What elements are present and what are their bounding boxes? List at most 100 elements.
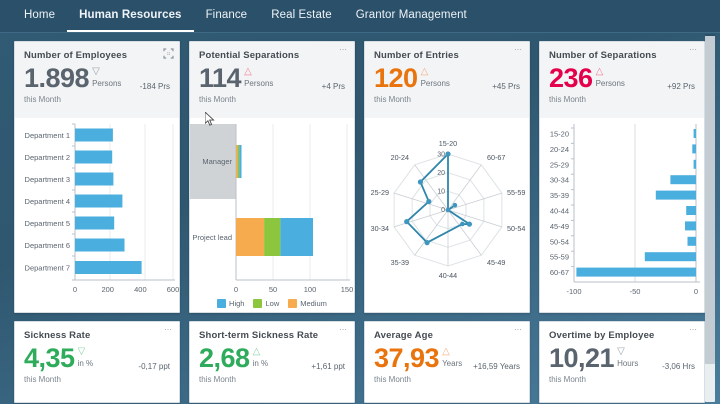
overflow-menu-icon[interactable]: ⋯ <box>514 325 523 334</box>
card-overtime-by-employee[interactable]: ⋯ Overtime by Employee 10,21 ▽ Hours -3,… <box>539 321 705 403</box>
card-header: Number of Separations 236 △ Persons +92 … <box>540 42 704 118</box>
svg-text:50: 50 <box>269 285 277 294</box>
kpi-value: 114 <box>199 63 242 93</box>
svg-text:Department 7: Department 7 <box>25 264 70 273</box>
kpi-unit: Persons <box>595 79 625 88</box>
kpi-delta: +92 Prs <box>667 81 695 91</box>
kpi-trend-block: △ in % <box>252 346 269 369</box>
svg-text:15-20: 15-20 <box>550 130 569 139</box>
svg-text:0: 0 <box>234 285 238 294</box>
svg-text:40-44: 40-44 <box>439 271 457 280</box>
kpi-period: this Month <box>549 94 586 104</box>
kpi-trend-block: △ Persons <box>420 66 450 89</box>
kpi-row: 236 △ Persons +92 Prs <box>549 65 695 92</box>
top-navigation-bar: Home Human Resources Finance Real Estate… <box>0 0 720 33</box>
card-short-term-sickness-rate[interactable]: ⋯ Short-term Sickness Rate 2,68 △ in % +… <box>189 321 355 403</box>
svg-text:30: 30 <box>437 152 445 159</box>
expand-icon[interactable] <box>163 46 174 59</box>
kpi-delta: +45 Prs <box>492 81 520 91</box>
nav-item-grantor-management[interactable]: Grantor Management <box>344 0 479 32</box>
trend-up-icon: △ <box>244 66 252 77</box>
kpi-delta: +1,61 ppt <box>311 361 345 371</box>
kpi-delta: -184 Prs <box>139 81 170 91</box>
card-header: Overtime by Employee 10,21 ▽ Hours -3,06… <box>540 322 704 402</box>
kpi-unit: Persons <box>244 79 274 88</box>
svg-text:35-39: 35-39 <box>550 191 569 200</box>
card-title: Number of Separations <box>549 50 657 61</box>
legend-swatch-medium <box>288 299 298 308</box>
svg-text:Department 2: Department 2 <box>25 153 70 162</box>
card-header: Short-term Sickness Rate 2,68 △ in % +1,… <box>190 322 354 402</box>
kpi-value: 2,68 <box>199 343 250 373</box>
svg-text:35-39: 35-39 <box>391 258 409 267</box>
kpi-trend-block: △ Persons <box>244 66 274 89</box>
kpi-trend-block: △ Years <box>442 346 463 369</box>
svg-text:Manager: Manager <box>202 157 232 166</box>
svg-text:50-54: 50-54 <box>507 224 525 233</box>
legend-item-medium[interactable]: Medium <box>288 299 327 308</box>
svg-text:30-34: 30-34 <box>550 176 569 185</box>
overflow-menu-icon[interactable]: ⋯ <box>339 325 348 334</box>
vertical-scrollbar-track[interactable] <box>705 34 715 402</box>
svg-text:60-67: 60-67 <box>550 268 569 277</box>
svg-text:0: 0 <box>73 285 77 294</box>
legend-swatch-low <box>253 299 263 308</box>
legend-item-low[interactable]: Low <box>253 299 279 308</box>
trend-up-icon: △ <box>595 66 604 77</box>
card-number-of-employees[interactable]: Number of Employees 1.898 ▽ Persons -184… <box>14 41 180 313</box>
overflow-menu-icon[interactable]: ⋯ <box>339 45 348 54</box>
kpi-period: this Month <box>374 374 411 384</box>
card-number-of-separations[interactable]: ⋯ Number of Separations 236 △ Persons +9… <box>539 41 705 313</box>
kpi-unit: in % <box>252 359 269 368</box>
card-title: Short-term Sickness Rate <box>199 330 319 341</box>
vertical-scrollbar-thumb[interactable] <box>705 34 715 364</box>
kpi-value: 37,93 <box>374 343 440 373</box>
kpi-period: this Month <box>199 374 236 384</box>
nav-item-home[interactable]: Home <box>12 0 67 32</box>
svg-text:55-59: 55-59 <box>507 188 525 197</box>
card-title: Number of Entries <box>374 50 459 61</box>
nav-item-label: Grantor Management <box>355 9 467 21</box>
trend-down-icon: ▽ <box>617 346 625 357</box>
card-potential-separations[interactable]: ⋯ Potential Separations 114 △ Persons +4… <box>189 41 355 313</box>
card-number-of-entries[interactable]: ⋯ Number of Entries 120 △ Persons +45 Pr… <box>364 41 530 313</box>
kpi-unit: Persons <box>92 79 122 88</box>
nav-item-human-resources[interactable]: Human Resources <box>67 0 194 32</box>
kpi-trend-block: ▽ Persons <box>92 66 122 89</box>
chart-potential-separations-by-role[interactable]: Manager Project lead 0 50 100 150 <box>190 118 354 312</box>
svg-text:15-20: 15-20 <box>439 139 457 148</box>
chart-legend: High Low Medium <box>190 299 354 308</box>
overflow-menu-icon[interactable]: ⋯ <box>689 45 698 54</box>
card-header: Average Age 37,93 △ Years +16,59 Years t… <box>365 322 529 402</box>
card-title: Sickness Rate <box>24 330 91 341</box>
kpi-row: 37,93 △ Years +16,59 Years <box>374 343 520 373</box>
overflow-menu-icon[interactable]: ⋯ <box>514 45 523 54</box>
chart-separations-by-age-group[interactable]: 15-20 20-24 25-29 30-34 35-39 40-44 45-4… <box>540 118 704 312</box>
card-title: Average Age <box>374 330 434 341</box>
overflow-menu-icon[interactable]: ⋯ <box>164 325 173 334</box>
svg-text:200: 200 <box>101 285 114 294</box>
card-sickness-rate[interactable]: ⋯ Sickness Rate 4,35 ▽ in % -0,17 ppt th… <box>14 321 180 403</box>
svg-text:25-29: 25-29 <box>371 188 389 197</box>
nav-item-finance[interactable]: Finance <box>194 0 260 32</box>
kpi-unit: Persons <box>420 79 450 88</box>
chart-employees-by-department[interactable]: Department 1 Department 2 Department 3 D… <box>15 118 179 312</box>
card-title: Potential Separations <box>199 50 300 61</box>
kpi-row: 1.898 ▽ Persons -184 Prs <box>24 65 170 92</box>
nav-item-label: Real Estate <box>271 9 332 21</box>
svg-text:30-34: 30-34 <box>371 224 389 233</box>
kpi-delta: +16,59 Years <box>473 361 520 371</box>
svg-text:0: 0 <box>441 207 445 214</box>
chart-entries-by-age-group[interactable]: 30 20 10 0 15-20 60-67 55-59 50-54 45-49 <box>365 118 529 312</box>
svg-text:-50: -50 <box>630 287 641 296</box>
overflow-menu-icon[interactable]: ⋯ <box>689 325 698 334</box>
nav-item-real-estate[interactable]: Real Estate <box>259 0 344 32</box>
svg-text:10: 10 <box>437 189 445 196</box>
kpi-period: this Month <box>374 94 411 104</box>
svg-text:100: 100 <box>304 285 317 294</box>
kpi-unit: Years <box>442 359 463 368</box>
svg-text:20-24: 20-24 <box>391 153 409 162</box>
kpi-trend-block: ▽ Hours <box>617 346 638 369</box>
legend-item-high[interactable]: High <box>217 299 244 308</box>
card-average-age[interactable]: ⋯ Average Age 37,93 △ Years +16,59 Years… <box>364 321 530 403</box>
